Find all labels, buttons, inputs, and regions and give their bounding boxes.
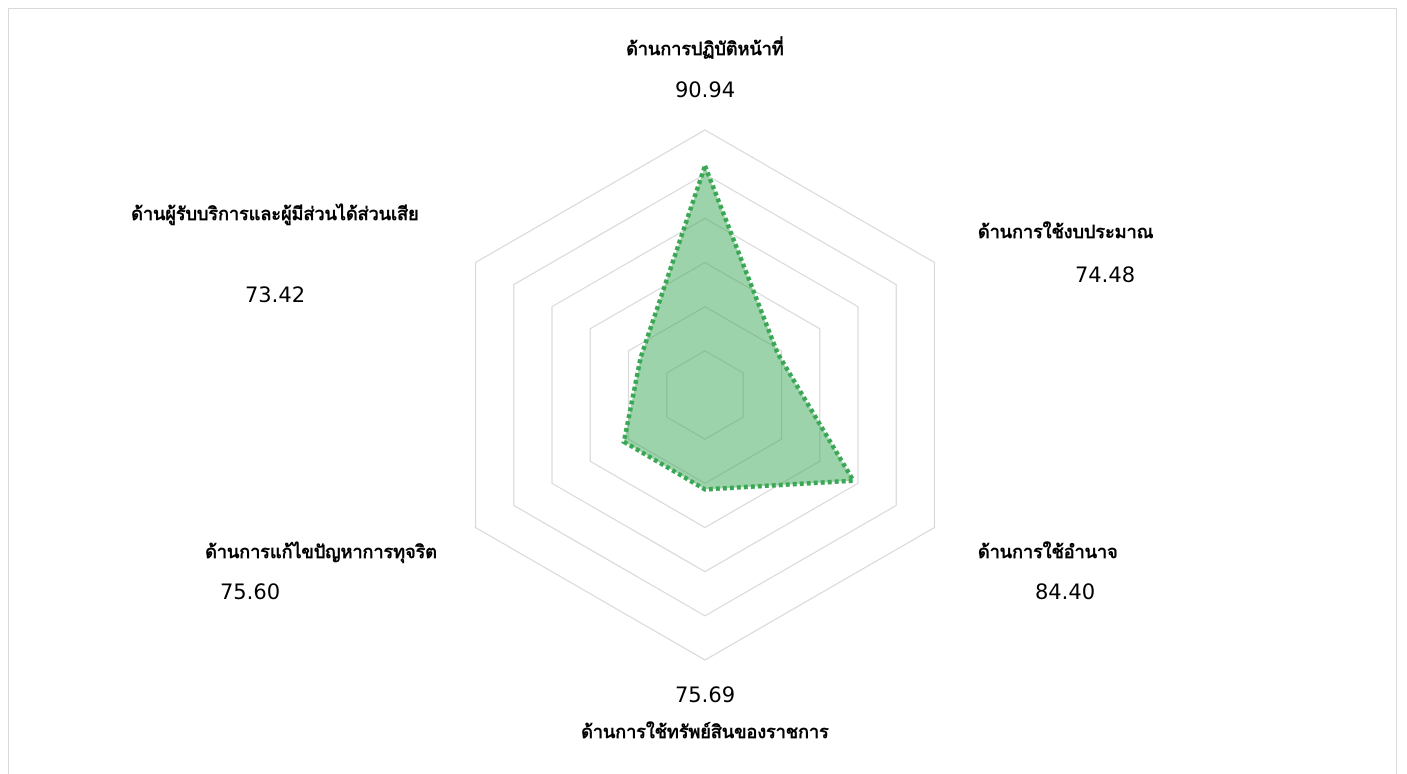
category-label: ด้านการแก้ไขปัญหาการทุจริต <box>205 542 437 563</box>
value-label: 84.40 <box>1034 580 1096 604</box>
grid-ring <box>589 261 821 529</box>
chart-frame <box>8 8 1397 774</box>
grid-ring <box>551 217 859 573</box>
category-label: ด้านการใช้ทรัพย์สินของราชการ <box>581 722 829 743</box>
category-label: ด้านการใช้อำนาจ <box>978 542 1118 563</box>
radar-area <box>621 159 858 492</box>
value-label: 74.48 <box>1074 263 1136 287</box>
category-label: ด้านการใช้งบประมาณ <box>978 222 1154 243</box>
value-label: 73.42 <box>244 283 306 307</box>
grid-ring <box>513 173 897 617</box>
category-label: ด้านผู้รับบริการและผู้มีส่วนได้ส่วนเสีย <box>131 204 419 225</box>
grid-ring <box>474 129 936 661</box>
value-label: 75.69 <box>674 683 736 707</box>
value-label: 90.94 <box>674 78 736 102</box>
category-label: ด้านการปฏิบัติหน้าที่ <box>626 39 784 60</box>
value-label: 75.60 <box>219 580 281 604</box>
